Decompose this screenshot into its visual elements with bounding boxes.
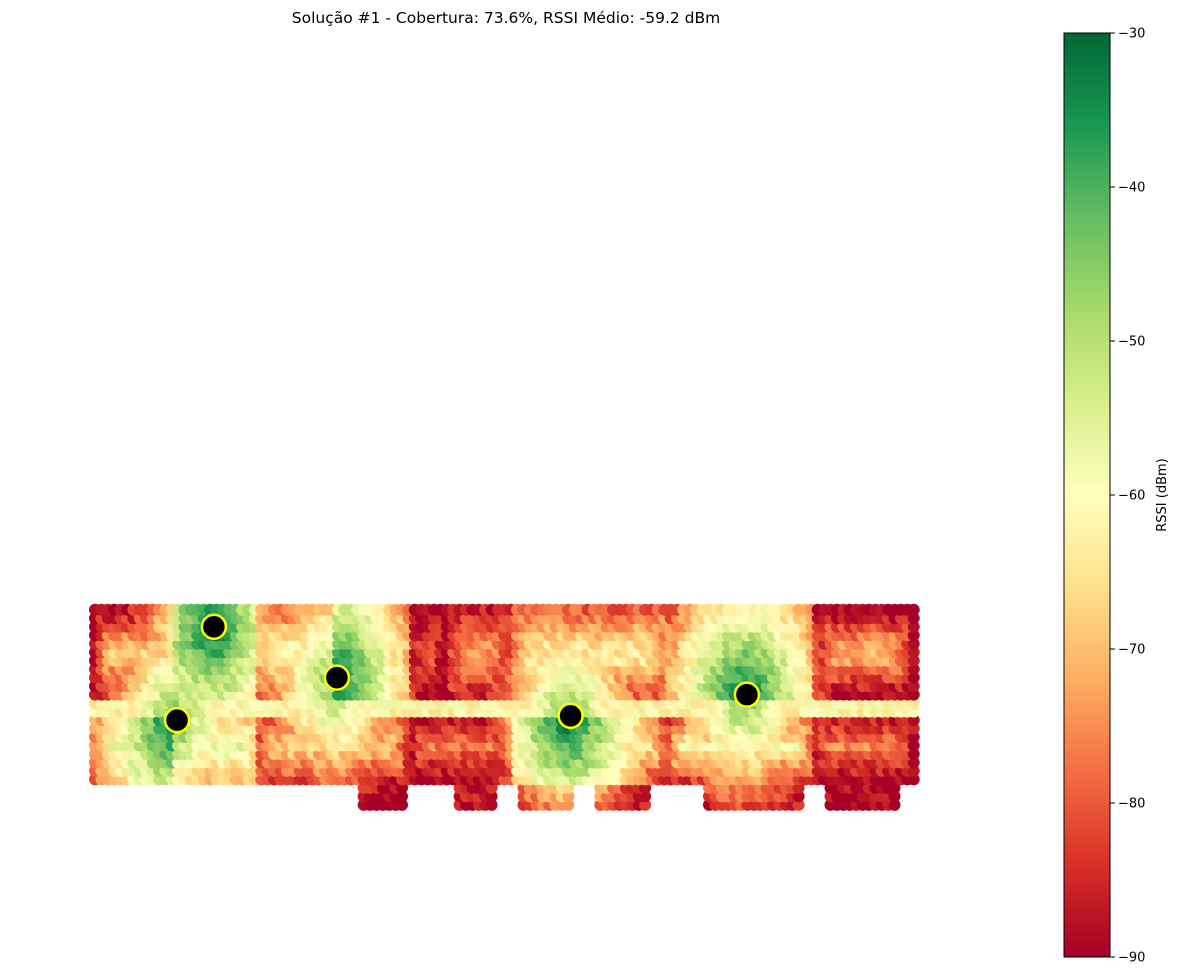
rssi-sample-point bbox=[792, 781, 805, 794]
colorbar-tick-label: −70 bbox=[1118, 643, 1145, 658]
colorbar-tick-label: −80 bbox=[1118, 797, 1145, 812]
access-point-marker bbox=[733, 681, 761, 708]
rssi-sample-point bbox=[907, 764, 920, 777]
rssi-sample-point bbox=[888, 781, 901, 794]
rssi-sample-point bbox=[396, 790, 408, 803]
colorbar-gradient bbox=[1063, 32, 1111, 958]
rssi-sample-point bbox=[639, 798, 652, 811]
rssi-sample-point bbox=[888, 798, 901, 811]
rssi-sample-point bbox=[396, 798, 408, 811]
rssi-sample-point bbox=[485, 781, 498, 794]
rssi-sample-point bbox=[907, 731, 920, 743]
colorbar: −30 −40 −50 −60 −70 −80 −90 RSSI (dBm) bbox=[1063, 27, 1170, 966]
rssi-sample-point bbox=[792, 790, 805, 803]
rssi-sample-point bbox=[888, 790, 901, 803]
colorbar-tick-label: −60 bbox=[1118, 489, 1145, 504]
colorbar-ticks: −30 −40 −50 −60 −70 −80 −90 bbox=[1110, 27, 1145, 966]
colorbar-tick-label: −90 bbox=[1118, 951, 1145, 966]
rssi-sample-point bbox=[907, 654, 920, 667]
rssi-sample-point bbox=[907, 680, 920, 693]
rssi-sample-point bbox=[639, 790, 652, 803]
rssi-sample-point bbox=[562, 790, 575, 803]
rssi-sample-point bbox=[907, 705, 920, 718]
rssi-sample-point bbox=[907, 756, 920, 769]
rssi-sample-point bbox=[562, 798, 575, 811]
rssi-sample-point bbox=[907, 620, 920, 633]
access-point-marker bbox=[557, 702, 584, 730]
rssi-sample-point bbox=[907, 603, 920, 616]
colorbar-tick-label: −30 bbox=[1118, 27, 1145, 42]
rssi-sample-point bbox=[485, 798, 498, 811]
rssi-sample-point bbox=[907, 637, 920, 650]
rssi-heatmap bbox=[89, 603, 920, 811]
rssi-sample-point bbox=[907, 629, 920, 642]
access-point-marker bbox=[163, 706, 191, 734]
colorbar-tick-label: −50 bbox=[1118, 335, 1145, 350]
colorbar-tick-label: −40 bbox=[1118, 181, 1145, 196]
chart-title: Solução #1 - Cobertura: 73.6%, RSSI Médi… bbox=[292, 9, 720, 27]
rssi-sample-point bbox=[907, 739, 920, 752]
rssi-sample-point bbox=[907, 663, 920, 676]
access-point-marker bbox=[323, 664, 351, 691]
rssi-sample-point bbox=[907, 773, 920, 786]
rssi-sample-point bbox=[907, 646, 920, 659]
rssi-sample-point bbox=[485, 790, 498, 803]
access-point-markers bbox=[163, 613, 761, 734]
rssi-sample-point bbox=[907, 612, 920, 625]
rssi-sample-point bbox=[907, 714, 920, 727]
rssi-sample-point bbox=[396, 781, 408, 794]
access-point-marker bbox=[200, 613, 228, 641]
rssi-sample-point bbox=[907, 722, 920, 735]
rssi-sample-point bbox=[907, 748, 920, 760]
rssi-sample-point bbox=[792, 798, 805, 811]
colorbar-label: RSSI (dBm) bbox=[1155, 458, 1170, 531]
rssi-sample-point bbox=[907, 697, 920, 710]
rssi-sample-point bbox=[562, 781, 575, 794]
rssi-sample-point bbox=[907, 671, 920, 684]
rssi-sample-point bbox=[639, 781, 652, 794]
rssi-sample-point bbox=[907, 688, 920, 701]
